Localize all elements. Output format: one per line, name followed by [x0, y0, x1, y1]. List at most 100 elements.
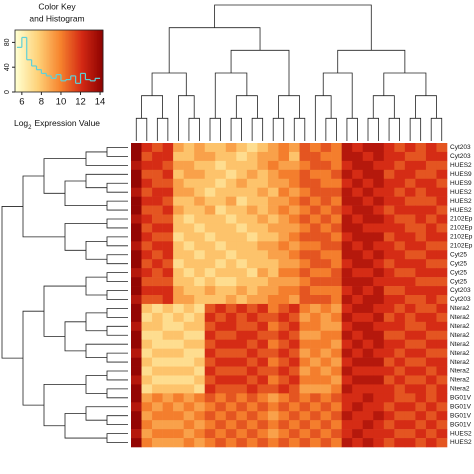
- heatmap-cell: [425, 259, 437, 269]
- heatmap-cell: [394, 384, 406, 394]
- heatmap-cell: [173, 321, 184, 332]
- heatmap-cell: [141, 321, 153, 332]
- heatmap-cell: [415, 295, 427, 305]
- heatmap-cell: [404, 429, 416, 439]
- heatmap-cell: [278, 160, 290, 171]
- heatmap-cell: [404, 438, 416, 448]
- key-gradient: [70, 30, 73, 92]
- heatmap-cell: [362, 205, 374, 215]
- dendrogram-branch: [367, 117, 379, 141]
- heatmap-cell: [162, 160, 174, 171]
- heatmap-cell: [425, 402, 437, 412]
- key-gradient: [76, 30, 79, 92]
- heatmap-cell: [352, 348, 364, 358]
- heatmap-cell: [289, 250, 300, 260]
- heatmap-cell: [341, 214, 353, 224]
- heatmap-cell: [215, 160, 227, 171]
- heatmap-cell: [289, 151, 300, 162]
- heatmap-cell: [320, 232, 332, 242]
- heatmap-cell: [225, 169, 237, 180]
- heatmap-cell: [236, 321, 248, 332]
- heatmap-cell: [289, 438, 300, 448]
- heatmap-cell: [183, 187, 195, 197]
- dendrogram-branch: [415, 95, 437, 119]
- heatmap-cell: [267, 250, 279, 260]
- dendrogram-branch: [272, 117, 285, 141]
- heatmap-cell: [341, 151, 353, 162]
- heatmap-cell: [141, 187, 153, 197]
- row-label: Ntera2: [450, 359, 470, 366]
- heatmap-cell: [289, 384, 300, 394]
- heatmap-cell: [310, 223, 321, 233]
- heatmap-cell: [162, 330, 174, 341]
- row-label: Ntera2: [450, 350, 470, 357]
- heatmap-cell: [204, 241, 216, 251]
- heatmap-cell: [204, 375, 216, 385]
- heatmap-cell: [310, 366, 321, 376]
- heatmap-cell: [162, 232, 174, 242]
- heatmap-cell: [236, 241, 248, 251]
- heatmap-cell: [383, 187, 395, 197]
- heatmap-cell: [436, 312, 448, 323]
- heatmap-cell: [257, 205, 269, 215]
- heatmap-cell: [404, 402, 416, 412]
- heatmap-cell: [162, 259, 174, 269]
- heatmap-cell: [215, 330, 227, 341]
- heatmap-cell: [183, 277, 195, 287]
- heatmap-cell: [383, 295, 395, 305]
- heatmap-cell: [310, 429, 321, 439]
- heatmap-cell: [373, 223, 385, 233]
- heatmap-cell: [299, 205, 311, 215]
- row-label: HUES9: [450, 180, 472, 187]
- heatmap-cell: [320, 375, 332, 385]
- heatmap-cell: [394, 286, 406, 296]
- heatmap-cell: [289, 402, 300, 412]
- heatmap-cell: [236, 411, 248, 421]
- heatmap-cell: [183, 160, 195, 171]
- heatmap-cell: [352, 420, 364, 430]
- heatmap-cell: [204, 330, 216, 341]
- heatmap-cell: [183, 321, 195, 332]
- heatmap-cell: [152, 339, 163, 349]
- heatmap-cell: [436, 259, 448, 269]
- heatmap-cell: [225, 312, 237, 323]
- heatmap-cell: [225, 277, 237, 287]
- heatmap-cell: [131, 259, 142, 269]
- dendrogram-branch: [337, 49, 406, 73]
- heatmap-cell: [425, 339, 437, 349]
- key-gradient: [86, 30, 89, 92]
- heatmap-cell: [289, 420, 300, 430]
- heatmap-cell: [362, 259, 374, 269]
- heatmap-cell: [373, 143, 385, 153]
- heatmap-cell: [152, 330, 163, 341]
- heatmap-cell: [173, 384, 184, 394]
- heatmap-cell: [131, 143, 142, 153]
- heatmap-cell: [267, 187, 279, 197]
- key-y-tick-label: 40: [4, 63, 11, 71]
- heatmap-cell: [257, 151, 269, 162]
- heatmap-cell: [394, 348, 406, 358]
- heatmap-cell: [289, 178, 300, 189]
- heatmap-cell: [362, 303, 374, 314]
- heatmap-cell: [131, 223, 142, 233]
- heatmap-cell: [352, 286, 364, 296]
- heatmap-cell: [225, 268, 237, 278]
- heatmap-cell: [425, 375, 437, 385]
- heatmap-cell: [383, 357, 395, 367]
- key-y-tick-label: 0: [4, 90, 11, 94]
- heatmap-cell: [162, 143, 174, 153]
- dendrogram-branch: [85, 240, 107, 260]
- heatmap-cell: [183, 223, 195, 233]
- key-gradient: [64, 30, 67, 92]
- dendrogram-branch: [168, 27, 261, 73]
- heatmap-cell: [236, 151, 248, 162]
- heatmap-cell: [236, 250, 248, 260]
- heatmap-cell: [152, 357, 163, 367]
- heatmap-cell: [352, 196, 364, 206]
- heatmap-cell: [246, 402, 258, 412]
- heatmap-cell: [257, 438, 269, 448]
- heatmap-cell: [436, 402, 448, 412]
- heatmap-cell: [246, 384, 258, 394]
- heatmap-cell: [373, 187, 385, 197]
